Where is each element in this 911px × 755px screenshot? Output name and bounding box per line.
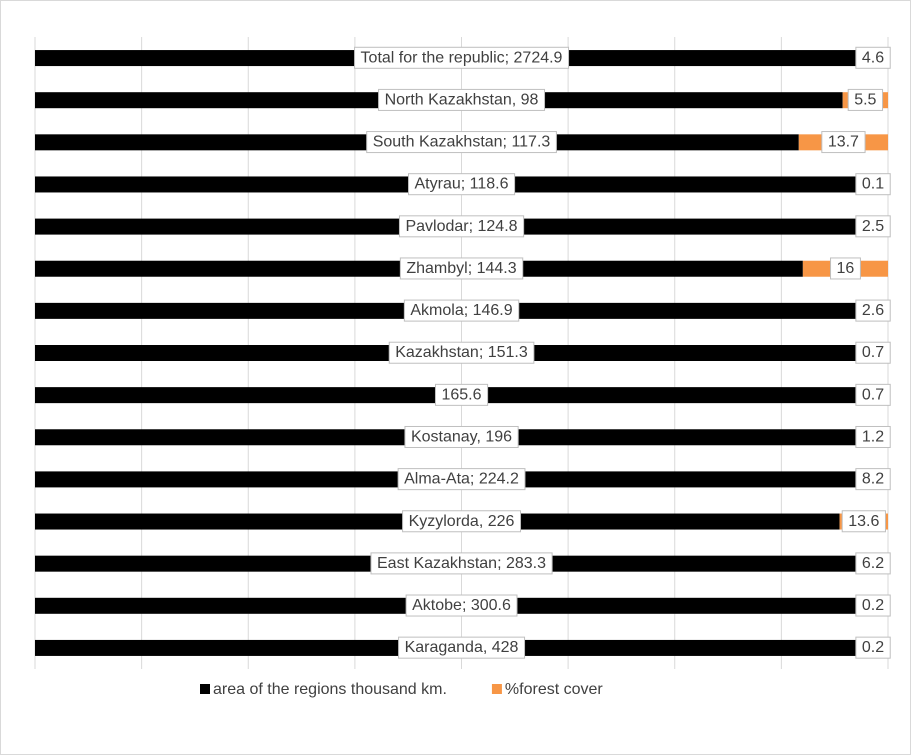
data-label-box bbox=[841, 510, 886, 533]
data-label-box bbox=[855, 425, 891, 449]
data-label-box bbox=[855, 468, 891, 491]
data-label: Aktobe; 300.6 bbox=[412, 597, 511, 614]
data-label: 0.2 bbox=[862, 597, 884, 614]
data-label: Atyrau; 118.6 bbox=[415, 176, 509, 193]
data-label-box bbox=[855, 383, 891, 406]
data-label: 0.7 bbox=[862, 386, 884, 403]
data-label-box bbox=[830, 257, 861, 280]
data-label-box bbox=[847, 88, 884, 111]
data-label-box bbox=[378, 88, 546, 111]
legend-label: area of the regions thousand km. bbox=[213, 681, 447, 698]
data-label: Kostanay, 196 bbox=[411, 428, 512, 445]
data-label-box bbox=[399, 257, 524, 280]
data-label-box bbox=[404, 425, 519, 449]
data-label: 0.1 bbox=[862, 176, 884, 193]
data-label: 1.2 bbox=[862, 428, 884, 445]
data-label: Kazakhstan; 151.3 bbox=[395, 344, 528, 361]
data-label: Zhambyl; 144.3 bbox=[406, 260, 516, 277]
data-label-box bbox=[855, 594, 891, 617]
data-label-box bbox=[855, 299, 891, 322]
data-label-box bbox=[403, 299, 520, 322]
data-label-box bbox=[388, 341, 535, 364]
data-label: South Kazakhstan; 117.3 bbox=[373, 134, 551, 151]
data-label: 13.7 bbox=[828, 134, 859, 151]
data-label: 2.6 bbox=[862, 302, 884, 319]
data-label-box bbox=[855, 46, 891, 69]
data-label-box bbox=[402, 510, 522, 533]
data-label-box bbox=[855, 341, 891, 364]
data-label-box bbox=[397, 468, 526, 491]
data-label: 165.6 bbox=[441, 386, 481, 403]
data-label: Alma-Ata; 224.2 bbox=[404, 471, 519, 488]
legend-swatch bbox=[200, 684, 210, 694]
data-label: Akmola; 146.9 bbox=[410, 302, 512, 319]
data-label: 0.2 bbox=[862, 639, 884, 656]
data-label-box bbox=[855, 636, 891, 659]
legend-swatch bbox=[491, 684, 502, 694]
data-label-box bbox=[366, 131, 557, 154]
data-label: 0.7 bbox=[862, 344, 884, 361]
data-label: Total for the republic; 2724.9 bbox=[361, 49, 563, 66]
data-label-box bbox=[370, 552, 553, 575]
data-label-box bbox=[855, 552, 891, 575]
data-label: 5.5 bbox=[854, 91, 876, 108]
data-label-box bbox=[398, 215, 525, 238]
data-label-box bbox=[398, 636, 526, 659]
data-label-box bbox=[354, 46, 570, 69]
data-label: 6.2 bbox=[862, 555, 884, 572]
data-label-box bbox=[408, 173, 516, 196]
data-label: Karaganda, 428 bbox=[405, 639, 519, 656]
data-label-box bbox=[434, 383, 489, 406]
data-label-box bbox=[405, 594, 518, 617]
data-label-box bbox=[855, 215, 891, 238]
data-label: North Kazakhstan, 98 bbox=[385, 91, 539, 108]
data-label: 4.6 bbox=[862, 49, 884, 66]
legend-label: %forest cover bbox=[505, 681, 603, 698]
data-label: East Kazakhstan; 283.3 bbox=[377, 555, 546, 572]
data-label: 16 bbox=[837, 260, 855, 277]
data-label: Pavlodar; 124.8 bbox=[405, 218, 517, 235]
data-label-box bbox=[821, 131, 866, 154]
data-label: 2.5 bbox=[862, 218, 884, 235]
data-label-box bbox=[855, 173, 891, 196]
data-label: 8.2 bbox=[862, 471, 884, 488]
data-label: 13.6 bbox=[848, 513, 879, 530]
data-label: Kyzylorda, 226 bbox=[409, 513, 515, 530]
